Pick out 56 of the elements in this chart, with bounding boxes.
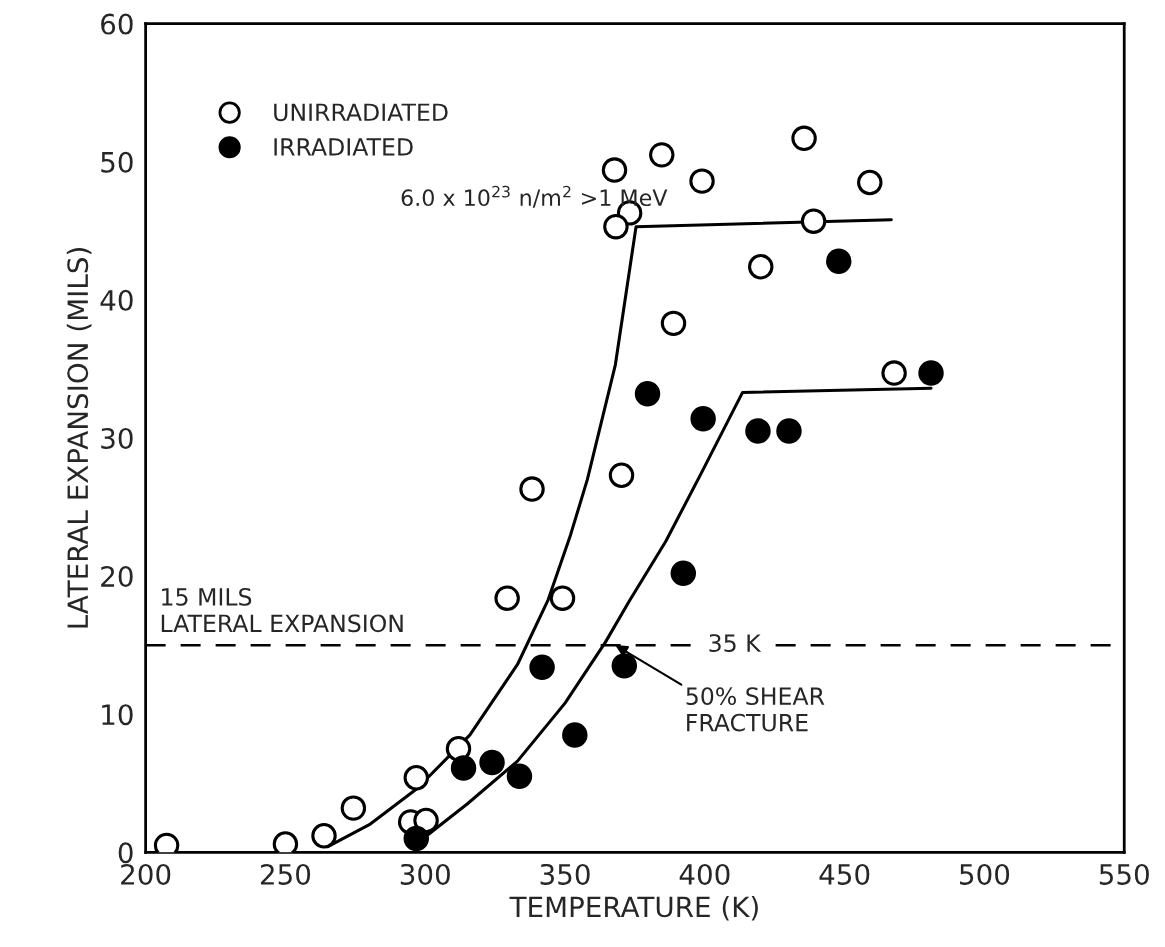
x-tick-label: 300 bbox=[400, 863, 450, 885]
point bbox=[690, 405, 716, 432]
point bbox=[549, 585, 576, 611]
point bbox=[776, 418, 802, 444]
x-tick-label: 200 bbox=[121, 863, 171, 885]
point bbox=[494, 585, 520, 611]
annotation: 6.0 x 10$^{23}$ n/m$^{2}$ >1 MeV bbox=[401, 185, 668, 208]
point bbox=[748, 254, 774, 280]
x-axis-title: TEMPERATURE (K) bbox=[509, 895, 758, 921]
point bbox=[670, 560, 697, 587]
point bbox=[403, 825, 430, 852]
legend-label: UNIRRADIATED bbox=[274, 103, 448, 122]
point bbox=[601, 157, 628, 183]
ref-line-label: 15 MILS LATERAL EXPANSION bbox=[161, 587, 403, 633]
y-axis-title: LATERAL EXPANSION (MILS) bbox=[66, 248, 92, 628]
y-tick-label: 0 bbox=[118, 842, 133, 864]
point bbox=[506, 763, 533, 790]
point bbox=[450, 755, 477, 781]
point bbox=[562, 722, 588, 748]
point bbox=[608, 462, 635, 488]
point bbox=[479, 749, 505, 776]
point bbox=[826, 248, 852, 274]
point bbox=[529, 654, 555, 680]
point bbox=[649, 142, 675, 168]
point bbox=[519, 476, 545, 502]
point bbox=[800, 208, 827, 234]
x-tick-label: 250 bbox=[260, 863, 311, 885]
legend-label: IRRADIATED bbox=[274, 138, 413, 156]
point bbox=[611, 653, 638, 679]
point bbox=[311, 823, 337, 849]
y-tick-label: 50 bbox=[101, 151, 133, 173]
annotation: 35 K bbox=[709, 634, 762, 652]
x-tick-label: 450 bbox=[819, 863, 870, 885]
annotation: 50% SHEAR FRACTURE bbox=[686, 687, 825, 732]
point bbox=[660, 310, 687, 337]
point bbox=[791, 125, 817, 152]
point bbox=[689, 168, 715, 194]
point bbox=[403, 765, 430, 791]
y-tick-label: 40 bbox=[100, 289, 133, 311]
y-tick-label: 10 bbox=[102, 704, 133, 726]
x-tick-label: 550 bbox=[1099, 863, 1149, 885]
x-tick-label: 500 bbox=[960, 863, 1010, 885]
x-tick-label: 400 bbox=[679, 863, 730, 885]
point bbox=[745, 418, 771, 444]
point bbox=[272, 831, 299, 853]
y-tick-label: 60 bbox=[101, 13, 133, 35]
y-tick-label: 30 bbox=[101, 427, 133, 449]
x-tick-label: 350 bbox=[540, 863, 590, 885]
y-tick-label: 20 bbox=[101, 566, 133, 588]
point bbox=[881, 360, 907, 386]
point bbox=[603, 213, 629, 240]
point bbox=[634, 381, 661, 407]
point bbox=[340, 795, 367, 821]
point bbox=[918, 360, 944, 386]
point bbox=[857, 169, 883, 196]
point bbox=[413, 807, 439, 834]
